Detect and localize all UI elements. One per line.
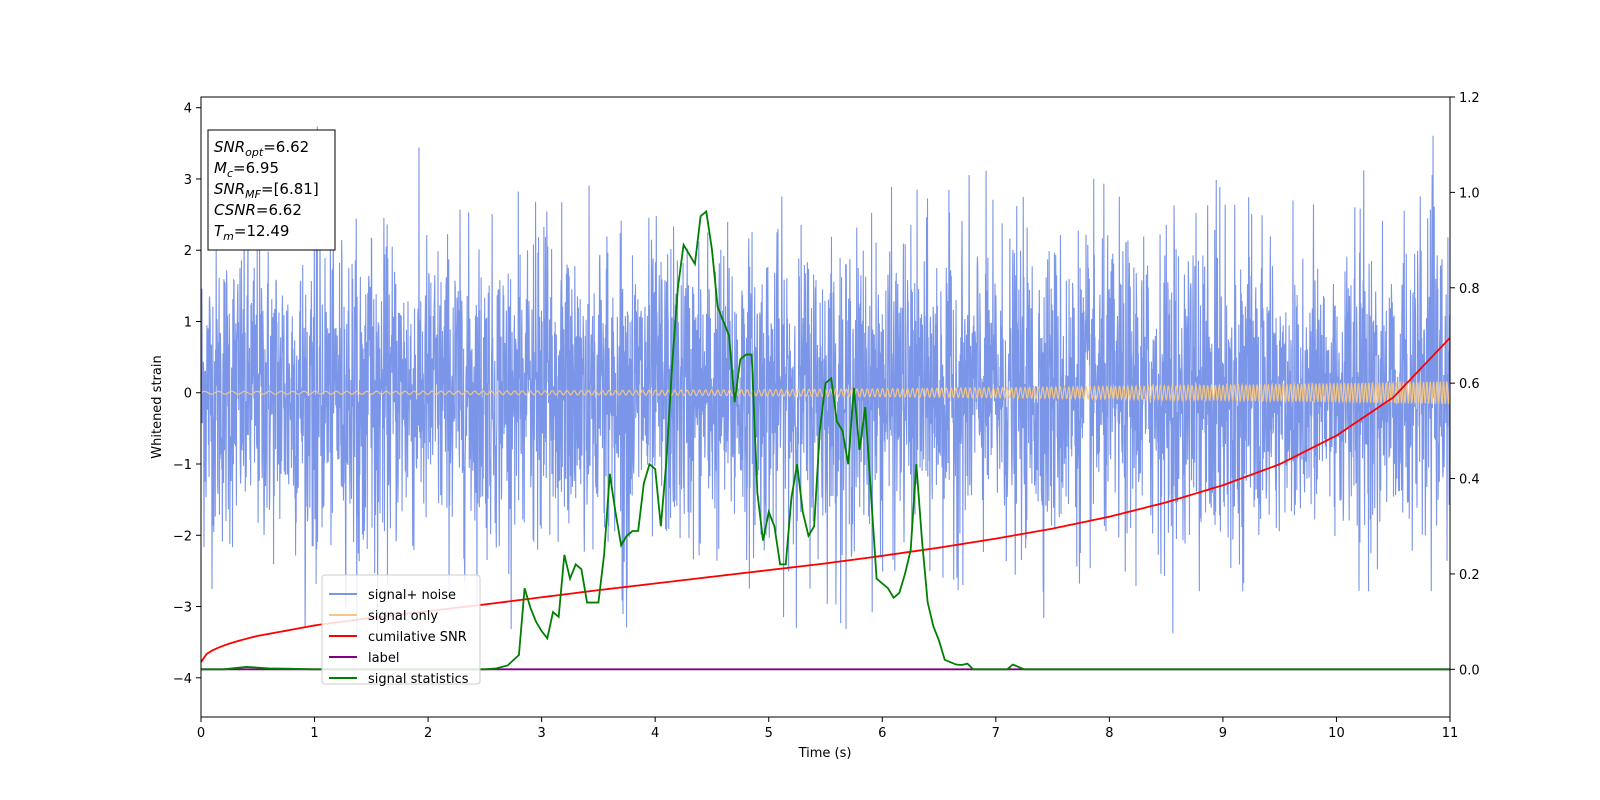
x-axis: 0 1 2 3 4 5 6 7 8 9 10 11 <box>197 717 1458 741</box>
y-tick-label: 1 <box>184 315 192 330</box>
x-tick-label: 5 <box>765 726 773 741</box>
y2-tick-label: 1.0 <box>1459 186 1480 201</box>
annotation-subscript: MF <box>245 188 261 201</box>
y-axis-right: 0.0 0.2 0.4 0.6 0.8 1.0 1.2 <box>1450 91 1480 678</box>
legend: signal+ noise signal only cumilative SNR la… <box>321 574 481 687</box>
y2-tick-label: 0.0 <box>1459 663 1480 678</box>
annotation-value: =6.62 <box>263 138 309 156</box>
annotation-value: =6.95 <box>233 159 279 177</box>
annotation-line: Tm=12.49 <box>214 222 289 243</box>
annotation-line: Mc=6.95 <box>214 159 279 180</box>
legend-label: signal statistics <box>368 672 469 687</box>
x-tick-label: 7 <box>992 726 1000 741</box>
annotation-value: =12.49 <box>234 222 290 240</box>
annotation-subscript: c <box>227 167 233 180</box>
stats-annotation: SNRopt=6.62Mc=6.95SNRMF=[6.81]CSNR=6.62T… <box>207 129 336 251</box>
legend-label: signal only <box>368 609 438 624</box>
annotation-line: CSNR=6.62 <box>214 201 302 219</box>
annotation-value: =[6.81] <box>261 180 319 198</box>
x-tick-label: 3 <box>537 726 545 741</box>
legend-label: label <box>368 651 399 666</box>
series-signal-plus-noise <box>201 126 1450 634</box>
x-tick-label: 4 <box>651 726 659 741</box>
x-axis-label: Time (s) <box>798 746 852 761</box>
y-axis-label: Whitened strain <box>150 355 165 458</box>
annotation-subscript: opt <box>245 146 264 159</box>
x-tick-label: 11 <box>1442 726 1459 741</box>
annotation-subscript: m <box>223 230 234 243</box>
series-signal-statistics <box>201 209 1450 671</box>
x-tick-label: 1 <box>310 726 318 741</box>
x-tick-label: 0 <box>197 726 205 741</box>
annotation-symbol: M <box>214 159 227 177</box>
y-tick-label: −4 <box>173 672 192 687</box>
y-tick-label: 0 <box>184 387 192 402</box>
annotation-symbol: SNR <box>214 180 245 198</box>
y2-tick-label: 0.4 <box>1459 473 1480 488</box>
annotation-symbol: T <box>214 222 225 240</box>
annotation-symbol: CSNR <box>214 201 256 219</box>
y2-tick-label: 0.8 <box>1459 282 1480 297</box>
y2-tick-label: 0.6 <box>1459 377 1480 392</box>
x-tick-label: 2 <box>424 726 432 741</box>
x-tick-label: 9 <box>1219 726 1227 741</box>
annotation-line: SNRopt=6.62 <box>214 138 309 159</box>
x-tick-label: 6 <box>878 726 886 741</box>
legend-label: cumilative SNR <box>368 630 467 645</box>
legend-label: signal+ noise <box>368 588 456 603</box>
annotation-symbol: SNR <box>214 138 245 156</box>
y-tick-label: 4 <box>184 102 192 117</box>
y2-tick-label: 1.2 <box>1459 91 1480 106</box>
y-axis-left: −4 −3 −2 −1 0 1 2 3 4 <box>173 102 201 687</box>
annotation-line: SNRMF=[6.81] <box>214 180 319 201</box>
y2-tick-label: 0.2 <box>1459 568 1480 583</box>
x-tick-label: 8 <box>1105 726 1113 741</box>
y-tick-label: −3 <box>173 601 192 616</box>
plot-frame <box>200 96 1451 718</box>
y-tick-label: −2 <box>173 529 192 544</box>
y-tick-label: 2 <box>184 244 192 259</box>
y-tick-label: 3 <box>184 173 192 188</box>
annotation-value: =6.62 <box>256 201 302 219</box>
y-tick-label: −1 <box>173 458 192 473</box>
x-tick-label: 10 <box>1328 726 1345 741</box>
